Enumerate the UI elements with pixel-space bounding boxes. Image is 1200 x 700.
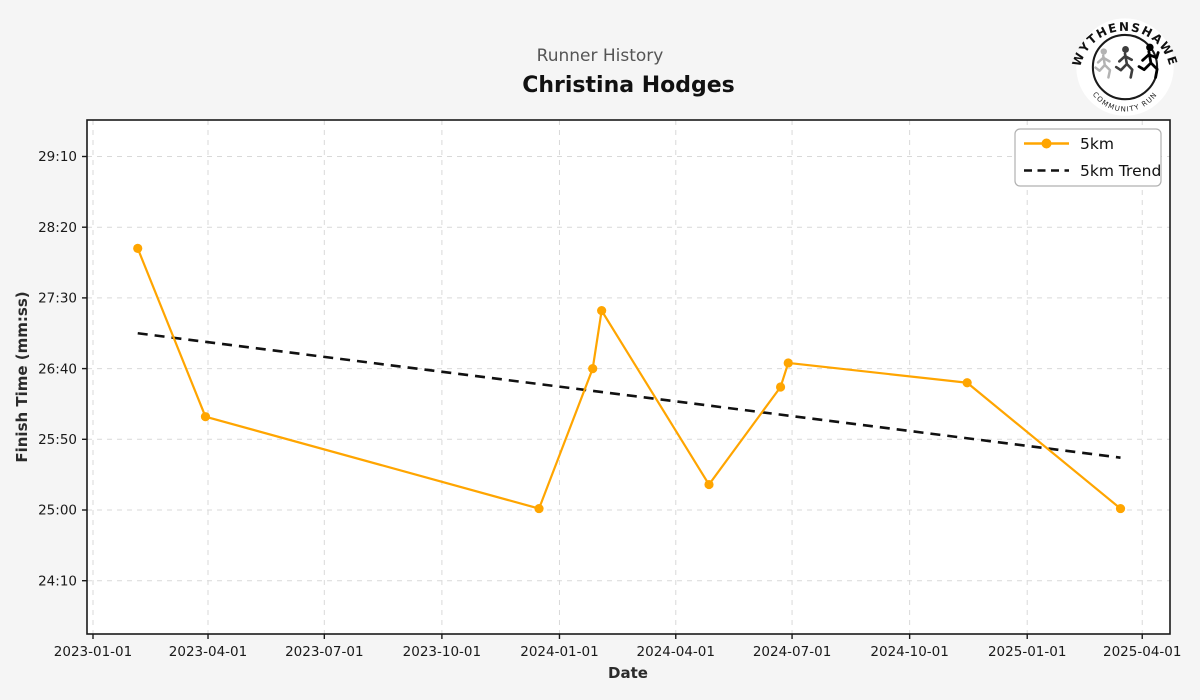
runner-name-title: Christina Hodges (522, 73, 735, 98)
x-tick-label: 2024-10-01 (870, 644, 948, 660)
data-point (775, 382, 786, 392)
series-5km-line (136, 247, 1122, 510)
y-tick-label: 25:00 (38, 503, 77, 519)
x-tick-label: 2023-04-01 (169, 644, 247, 660)
y-tick-label: 25:50 (38, 432, 77, 448)
community-run-logo: WYTHENSHAWE COMMUNITY RUN (1069, 18, 1179, 116)
legend-trend-label: 5km Trend (1080, 162, 1161, 180)
axes-border (86, 119, 1171, 635)
plot-area (87, 120, 1170, 634)
data-point (534, 503, 544, 514)
x-tick-label: 2025-01-01 (988, 644, 1066, 660)
x-tick-label: 2023-07-01 (285, 644, 363, 660)
x-tick-label: 2024-04-01 (637, 644, 715, 660)
legend: 5km 5km Trend (1014, 128, 1162, 187)
tick-marks (82, 155, 1143, 639)
data-point (704, 479, 714, 490)
chart-subtitle: Runner History (536, 46, 664, 66)
data-point (1115, 503, 1126, 514)
y-tick-label: 28:20 (38, 220, 77, 236)
y-tick-label: 27:30 (38, 291, 77, 307)
y-tick-label: 29:10 (38, 149, 77, 165)
x-tick-labels: 2023-01-01 2023-04-01 2023-07-01 2023-10-01… (54, 644, 1182, 660)
x-tick-label: 2024-01-01 (520, 644, 598, 660)
data-point (962, 378, 972, 388)
x-axis-label: Date (608, 664, 648, 682)
x-tick-label: 2023-01-01 (54, 644, 132, 660)
runner-icon (1094, 43, 1160, 79)
series-5km-markers (133, 243, 1126, 514)
y-tick-labels: 29:10 28:20 27:30 26:40 25:50 25:00 24:10 (38, 149, 77, 589)
legend-5km-label: 5km (1080, 135, 1114, 153)
logo-ring (1091, 33, 1159, 101)
x-tick-label: 2025-04-01 (1103, 644, 1181, 660)
data-point (133, 243, 143, 254)
trend-line (137, 331, 1121, 459)
data-point (200, 412, 211, 422)
data-point (783, 358, 793, 368)
legend-5km-marker (1041, 138, 1052, 149)
x-tick-label: 2024-07-01 (753, 644, 831, 660)
data-point (588, 364, 598, 374)
y-tick-label: 26:40 (38, 361, 77, 377)
x-tick-label: 2023-10-01 (403, 644, 481, 660)
data-point (597, 306, 607, 316)
y-tick-label: 24:10 (38, 573, 77, 589)
y-axis-label: Finish Time (mm:ss) (13, 291, 31, 463)
gridlines (87, 120, 1170, 634)
